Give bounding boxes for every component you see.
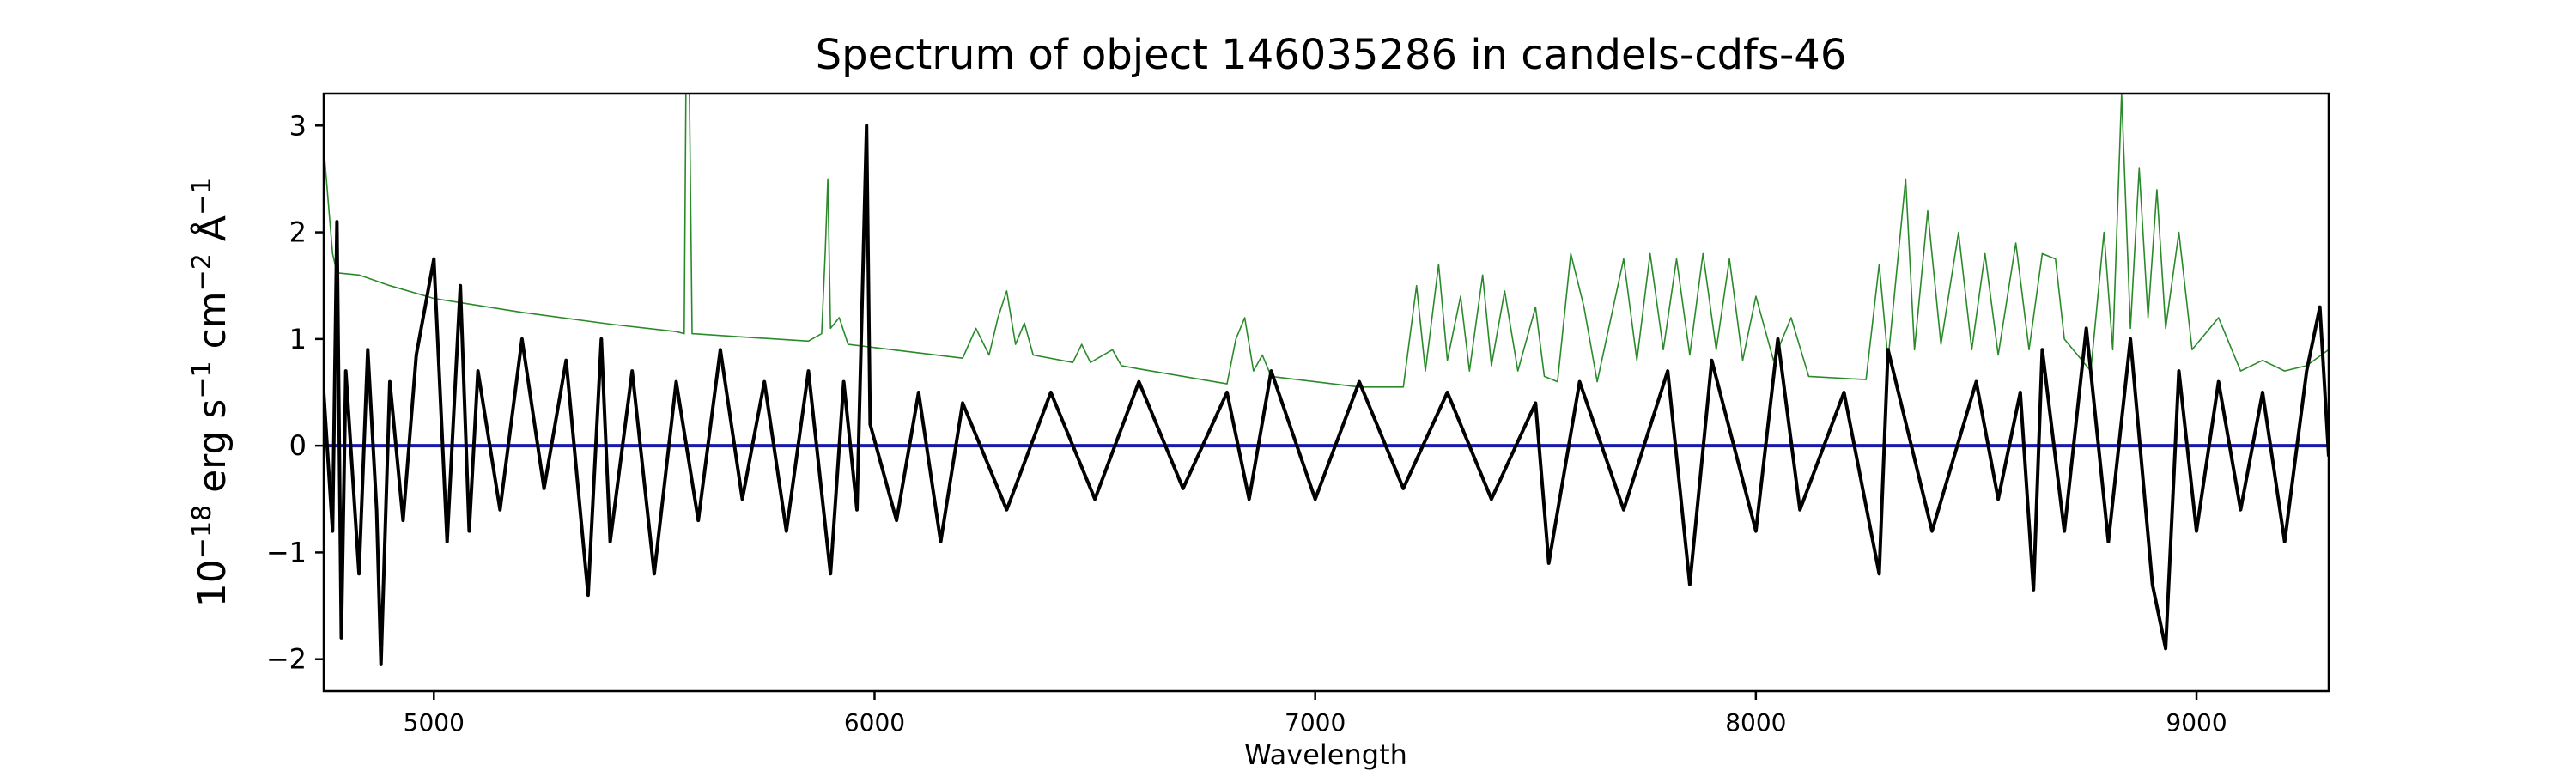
x-tick-label: 5000	[404, 708, 465, 737]
y-tick-label: 0	[289, 429, 307, 462]
x-tick-label: 9000	[2166, 708, 2227, 737]
x-axis-label: Wavelength	[1244, 738, 1407, 771]
x-tick-label: 7000	[1285, 708, 1346, 737]
y-axis-label: 10−18 erg s−1 cm−2 Å−1	[187, 178, 235, 607]
x-tick-label: 8000	[1725, 708, 1786, 737]
ylabel-base: 10	[191, 559, 234, 607]
series-error-line	[324, 94, 2329, 388]
y-tick-label: 3	[289, 109, 307, 142]
ylabel-exp-2: −1	[187, 361, 217, 398]
series-flux-line	[324, 124, 2329, 666]
x-tick-label: 6000	[844, 708, 905, 737]
ylabel-angstrom: Å	[189, 215, 234, 253]
ylabel-erg: erg s	[191, 399, 234, 505]
ylabel-exp-4: −1	[187, 178, 217, 215]
ylabel-exp-1: −18	[187, 505, 217, 559]
ylabel-cm: cm	[191, 291, 234, 361]
y-tick-label: −1	[266, 536, 307, 568]
ylabel-exp-3: −2	[187, 253, 217, 291]
y-tick-label: −2	[266, 643, 307, 676]
chart-title: Spectrum of object 146035286 in candels-…	[816, 31, 1847, 79]
plot-frame	[322, 92, 2330, 693]
plot-area	[322, 92, 2330, 693]
y-tick-label: 1	[289, 323, 307, 355]
y-axis: −2 −1 0 1 2 3	[266, 109, 324, 676]
series-layer	[324, 94, 2329, 666]
x-axis: 5000 6000 7000 8000 9000	[404, 691, 2227, 737]
y-tick-label: 2	[289, 216, 307, 249]
